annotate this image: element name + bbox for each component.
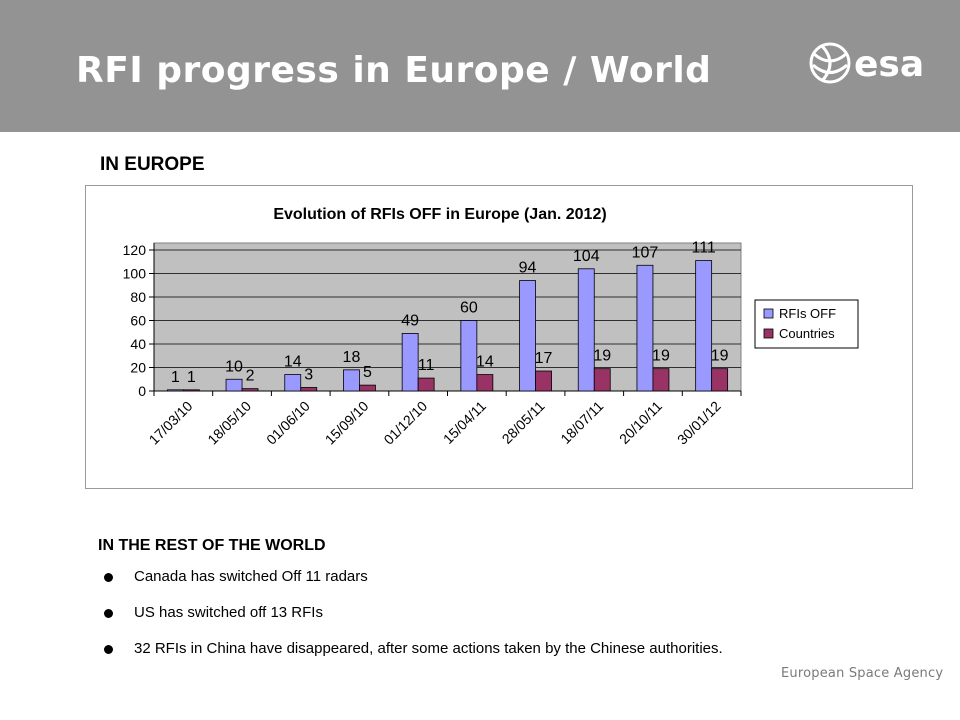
bar-rfis-off	[636, 264, 654, 392]
bar-rfis-off	[519, 280, 536, 392]
bar-countries	[417, 377, 435, 392]
bar-rfis-off	[166, 389, 184, 392]
bar-countries	[711, 368, 729, 392]
bar-rfis-off	[460, 320, 478, 392]
x-tick-label: 01/06/10	[263, 398, 313, 448]
bar-countries	[241, 388, 259, 392]
data-label: 17	[535, 350, 553, 367]
y-tick-label: 0	[138, 383, 146, 399]
data-label: 5	[363, 364, 372, 381]
chart-title: Evolution of RFIs OFF in Europe (Jan. 20…	[273, 206, 606, 223]
data-label: 60	[460, 300, 478, 317]
bar-rfis-off	[225, 378, 243, 392]
legend-swatch	[763, 308, 774, 319]
esa-globe-icon	[809, 42, 851, 84]
data-label: 104	[573, 248, 600, 265]
bar-rfis-off	[284, 374, 302, 392]
bullet-text: 32 RFIs in China have disappeared, after…	[134, 640, 723, 657]
data-label: 94	[519, 260, 537, 277]
page-title: RFI progress in Europe / World	[76, 50, 712, 91]
x-tick-label: 17/03/10	[146, 398, 196, 448]
footer-brand: European Space Agency	[781, 666, 944, 681]
bar-countries	[300, 387, 318, 392]
bar-rfis-off	[401, 333, 419, 392]
data-label: 19	[652, 348, 670, 365]
bullet-text: Canada has switched Off 11 radars	[134, 568, 368, 585]
world-heading: IN THE REST OF THE WORLD	[98, 537, 326, 554]
data-label: 14	[284, 354, 302, 371]
data-label: 14	[476, 354, 494, 371]
bullet-dot	[104, 645, 113, 654]
x-tick-label: 30/01/12	[674, 398, 724, 448]
data-label: 49	[401, 312, 419, 329]
data-label: 111	[691, 240, 715, 257]
y-tick-label: 20	[130, 360, 146, 376]
data-label: 18	[343, 349, 361, 366]
x-tick-label: 28/05/11	[499, 398, 548, 447]
bar-rfis-off	[695, 260, 713, 392]
list-item: Canada has switched Off 11 radars	[104, 568, 723, 604]
list-item: US has switched off 13 RFIs	[104, 604, 723, 640]
y-tick-label: 100	[123, 266, 147, 282]
legend-label: Countries	[779, 326, 835, 341]
legend-box	[754, 299, 859, 349]
bar-countries	[593, 368, 611, 392]
legend-label: RFIs OFF	[779, 306, 836, 321]
x-tick-label: 18/05/10	[204, 398, 254, 448]
bullet-dot	[104, 573, 113, 582]
bullet-text: US has switched off 13 RFIs	[134, 604, 323, 621]
y-tick-label: 40	[130, 336, 146, 352]
data-label: 1	[187, 369, 196, 386]
data-label: 3	[304, 366, 313, 383]
list-item: 32 RFIs in China have disappeared, after…	[104, 640, 723, 676]
y-tick-label: 120	[123, 242, 147, 258]
bar-countries	[359, 384, 376, 392]
y-tick-label: 60	[130, 313, 146, 329]
esa-logo: esa	[809, 42, 924, 85]
data-label: 19	[711, 348, 729, 365]
y-tick-label: 80	[130, 289, 146, 305]
bar-countries	[652, 368, 670, 392]
data-label: 19	[593, 348, 611, 365]
esa-logo-text: esa	[854, 44, 924, 85]
data-label: 1	[171, 369, 180, 386]
bullet-dot	[104, 609, 113, 618]
data-label: 10	[225, 358, 243, 375]
bar-chart: Evolution of RFIs OFF in Europe (Jan. 20…	[123, 206, 859, 448]
chart-container: Evolution of RFIs OFF in Europe (Jan. 20…	[85, 185, 913, 489]
x-tick-label: 01/12/10	[380, 398, 430, 448]
bar-countries	[476, 374, 494, 392]
x-tick-label: 20/10/11	[616, 398, 665, 447]
data-label: 107	[632, 244, 659, 261]
bar-countries	[182, 389, 200, 392]
bar-rfis-off	[343, 369, 360, 392]
header-bar: RFI progress in Europe / World esa	[0, 0, 960, 132]
x-tick-label: 15/04/11	[440, 398, 489, 447]
bar-rfis-off	[577, 268, 595, 392]
x-tick-label: 15/09/10	[322, 398, 372, 448]
europe-heading: IN EUROPE	[100, 154, 205, 175]
world-bullet-list: Canada has switched Off 11 radars US has…	[104, 568, 723, 676]
data-label: 11	[418, 357, 435, 374]
bar-countries	[535, 370, 552, 392]
legend-swatch	[763, 328, 774, 339]
x-tick-label: 18/07/11	[557, 398, 606, 447]
data-label: 2	[246, 368, 255, 385]
